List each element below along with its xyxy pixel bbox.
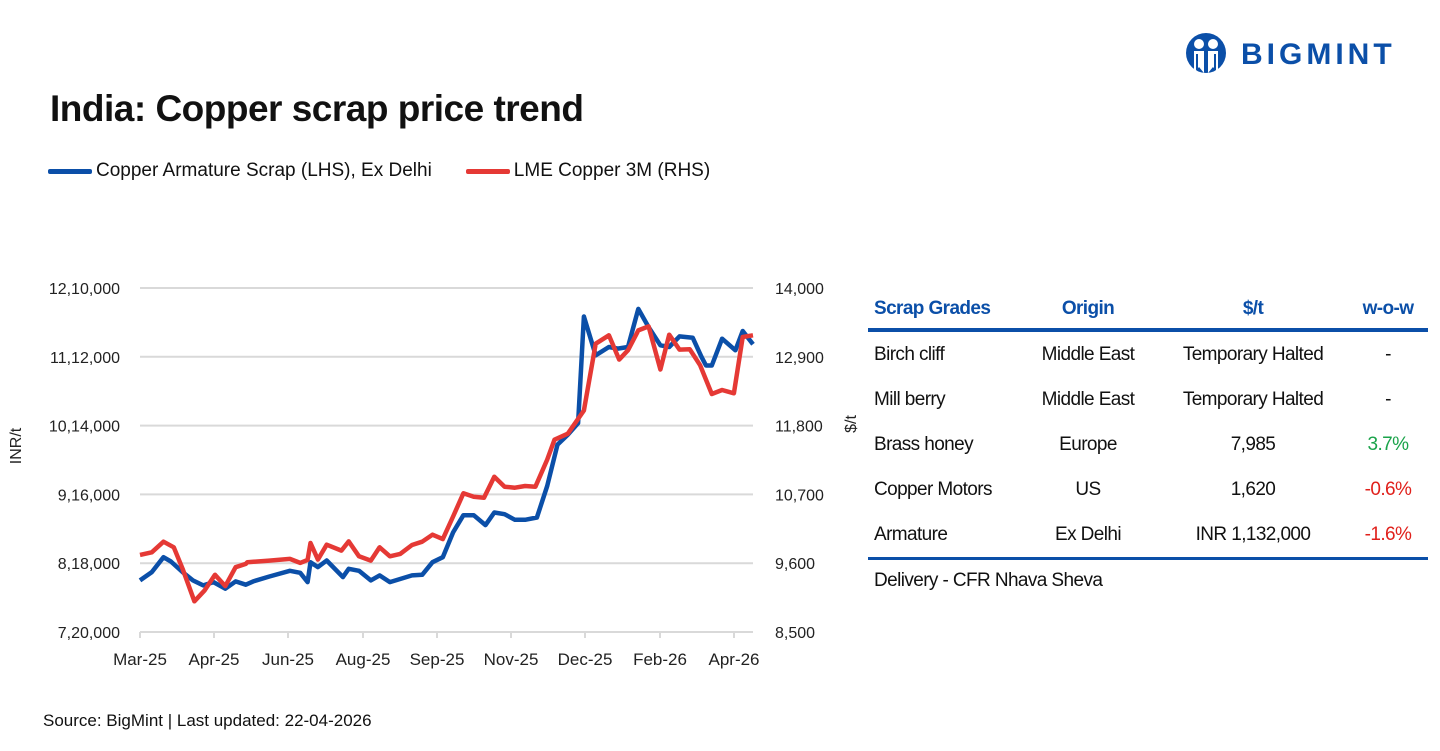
cell-origin: US xyxy=(1075,478,1101,500)
scrap-grades-table: Scrap Grades Origin $/t w-o-w Birch clif… xyxy=(868,290,1428,602)
cell-wow: -0.6% xyxy=(1364,478,1412,500)
x-tick-label: Apr-25 xyxy=(188,650,239,669)
y-right-tick-label: 10,700 xyxy=(775,487,824,504)
y-right-tick-label: 12,900 xyxy=(775,350,824,367)
cell-origin: Ex Delhi xyxy=(1055,523,1122,545)
cell-grade: Birch cliff xyxy=(874,343,945,365)
series-line-lme-copper xyxy=(139,324,754,604)
legend-item-armature: Copper Armature Scrap (LHS), Ex Delhi xyxy=(48,160,432,182)
legend-swatch-blue xyxy=(48,168,92,174)
cell-price: 7,985 xyxy=(1230,433,1276,455)
cell-origin: Middle East xyxy=(1041,388,1135,410)
chart-legend: Copper Armature Scrap (LHS), Ex Delhi LM… xyxy=(48,160,710,182)
x-tick-label: Jun-25 xyxy=(262,650,314,669)
bigmint-logo: BIGMINT xyxy=(1185,32,1396,78)
legend-swatch-red xyxy=(465,168,510,174)
x-tick-label: Nov-25 xyxy=(484,650,539,669)
y-left-tick-label: 8,18,000 xyxy=(58,556,120,573)
y-right-axis-label: $/t xyxy=(843,415,860,433)
y-left-tick-label: 9,16,000 xyxy=(58,487,120,504)
cell-grade: Mill berry xyxy=(874,388,946,410)
y-left-tick-label: 10,14,000 xyxy=(49,419,120,436)
cell-origin: Europe xyxy=(1059,433,1117,455)
header-origin: Origin xyxy=(1061,298,1115,319)
cell-wow: -1.6% xyxy=(1364,523,1412,545)
header-grade: Scrap Grades xyxy=(874,298,991,319)
legend-item-lme: LME Copper 3M (RHS) xyxy=(465,160,711,182)
cell-wow: - xyxy=(1385,343,1391,365)
table-row: Mill berry Middle East Temporary Halted - xyxy=(868,377,1428,422)
x-tick-label: Dec-25 xyxy=(558,650,613,669)
x-tick-label: Aug-25 xyxy=(336,650,391,669)
table-body: Birch cliff Middle East Temporary Halted - M… xyxy=(868,332,1428,560)
table-row: Armature Ex Delhi INR 1,132,000 -1.6% xyxy=(868,512,1428,557)
page-title: India: Copper scrap price trend xyxy=(50,88,584,129)
bigmint-logo-text: BIGMINT xyxy=(1241,38,1396,71)
cell-grade: Brass honey xyxy=(874,433,974,455)
cell-price: INR 1,132,000 xyxy=(1195,523,1311,545)
price-trend-chart: 7,20,000 8,18,000 9,16,000 10,14,000 11,12,0… xyxy=(8,281,860,669)
cell-origin: Middle East xyxy=(1041,343,1135,365)
x-tick-label: Mar-25 xyxy=(113,650,167,669)
y-right-tick-label: 11,800 xyxy=(775,419,823,436)
x-tick-label: Sep-25 xyxy=(410,650,465,669)
y-left-axis-label: INR/t xyxy=(8,427,25,464)
table-row: Birch cliff Middle East Temporary Halted - xyxy=(868,332,1428,377)
table-row: Brass honey Europe 7,985 3.7% xyxy=(868,422,1428,467)
cell-price: 1,620 xyxy=(1230,478,1276,500)
x-tick-label: Apr-26 xyxy=(708,650,759,669)
y-left-tick-label: 12,10,000 xyxy=(49,281,120,298)
cell-grade: Copper Motors xyxy=(874,478,992,500)
cell-grade: Armature xyxy=(874,523,948,545)
series-line-copper-armature xyxy=(138,306,755,591)
cell-wow: 3.7% xyxy=(1367,433,1410,455)
y-right-tick-label: 9,600 xyxy=(775,556,815,573)
table-row: Copper Motors US 1,620 -0.6% xyxy=(868,467,1428,512)
legend-label: LME Copper 3M (RHS) xyxy=(513,160,711,181)
header-wow: w-o-w xyxy=(1362,298,1414,319)
x-tick-label: Feb-26 xyxy=(633,650,687,669)
legend-label: Copper Armature Scrap (LHS), Ex Delhi xyxy=(96,160,432,181)
header-price: $/t xyxy=(1242,298,1264,319)
y-right-tick-label: 8,500 xyxy=(775,625,815,642)
cell-price: Temporary Halted xyxy=(1182,343,1324,365)
bigmint-logo-icon xyxy=(1186,33,1226,73)
y-right-tick-label: 14,000 xyxy=(775,281,824,298)
table-header-row: Scrap Grades Origin $/t w-o-w xyxy=(868,290,1428,332)
y-left-tick-label: 11,12,000 xyxy=(50,350,120,367)
y-left-tick-label: 7,20,000 xyxy=(58,625,120,642)
delivery-note: Delivery - CFR Nhava Sheva xyxy=(874,570,1103,591)
cell-wow: - xyxy=(1385,388,1391,410)
source-note: Source: BigMint | Last updated: 22-04-20… xyxy=(43,711,372,730)
cell-price: Temporary Halted xyxy=(1182,388,1324,410)
